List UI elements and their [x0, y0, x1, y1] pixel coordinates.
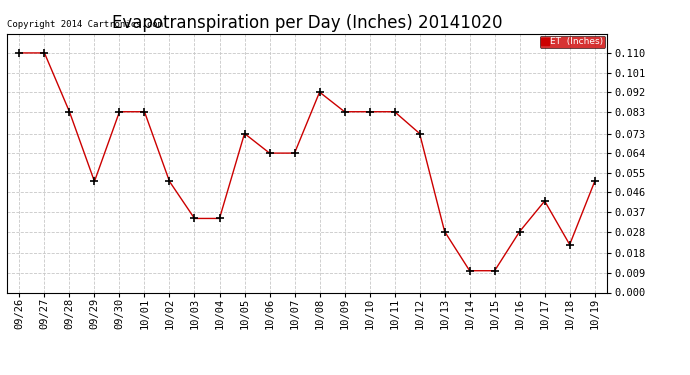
Title: Evapotranspiration per Day (Inches) 20141020: Evapotranspiration per Day (Inches) 2014… — [112, 14, 502, 32]
Text: Copyright 2014 Cartronics.com: Copyright 2014 Cartronics.com — [7, 20, 163, 28]
Legend: ET  (Inches): ET (Inches) — [540, 36, 605, 48]
